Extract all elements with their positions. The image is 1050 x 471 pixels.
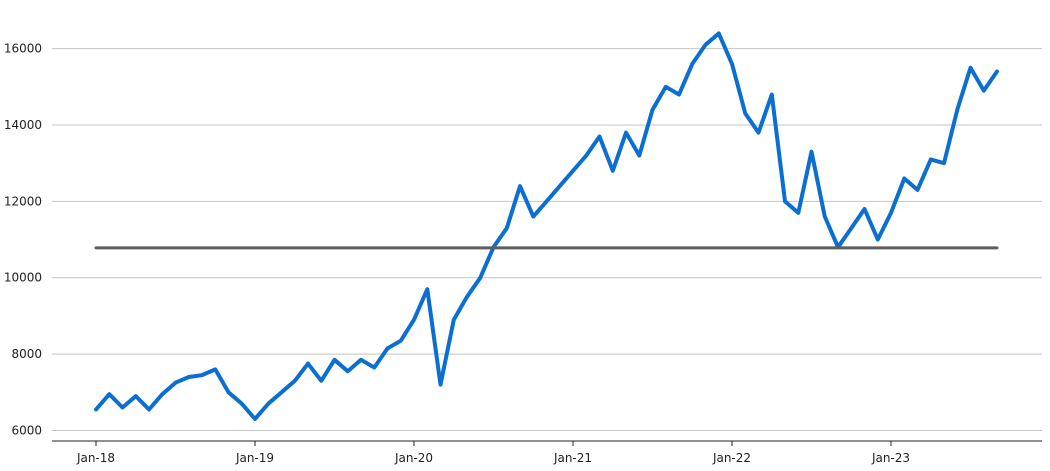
- x-axis: [52, 440, 1042, 446]
- gridlines: [52, 48, 1042, 431]
- x-tick-label: Jan-22: [712, 451, 751, 465]
- y-tick-label: 14000: [4, 118, 42, 132]
- y-tick-label: 16000: [4, 42, 42, 56]
- y-tick-label: 10000: [4, 271, 42, 285]
- series-lines: [94, 31, 999, 421]
- series-line-1: [94, 31, 999, 421]
- y-tick-label: 6000: [11, 423, 42, 437]
- x-tick-label: Jan-20: [394, 451, 433, 465]
- y-tick-label: 12000: [4, 194, 42, 208]
- x-tick-label: Jan-19: [235, 451, 274, 465]
- x-tick-label: Jan-18: [76, 451, 115, 465]
- y-tick-label: 8000: [11, 347, 42, 361]
- x-axis-tick-labels: Jan-18 Jan-19 Jan-20 Jan-21 Jan-22 Jan-23: [76, 451, 910, 465]
- x-tick-label: Jan-21: [553, 451, 592, 465]
- x-tick-label: Jan-23: [871, 451, 910, 465]
- y-axis-tick-labels: 6000 8000 10000 12000 14000 16000: [4, 42, 42, 438]
